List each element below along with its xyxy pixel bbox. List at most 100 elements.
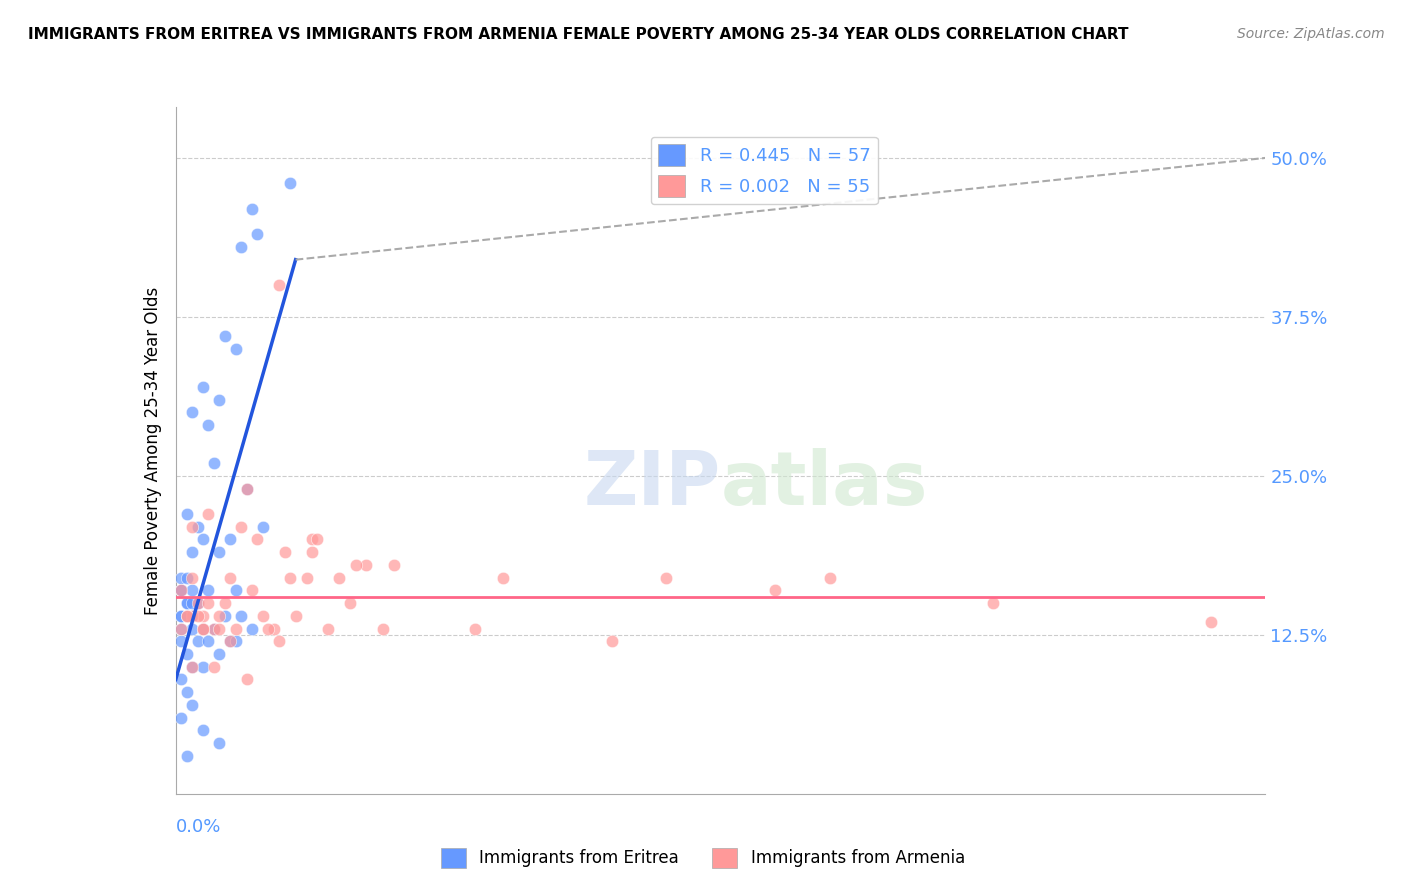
Point	[231, 608, 253, 623]
Point	[240, 622, 263, 636]
Text: IMMIGRANTS FROM ERITREA VS IMMIGRANTS FROM ARMENIA FEMALE POVERTY AMONG 25-34 YE: IMMIGRANTS FROM ERITREA VS IMMIGRANTS FR…	[28, 27, 1129, 42]
Point	[186, 596, 209, 610]
Point	[176, 608, 198, 623]
Legend: Immigrants from Eritrea, Immigrants from Armenia: Immigrants from Eritrea, Immigrants from…	[434, 841, 972, 875]
Point	[278, 177, 301, 191]
Point	[191, 723, 214, 738]
Point	[208, 736, 231, 750]
Point	[202, 456, 225, 470]
Point	[818, 571, 841, 585]
Point	[655, 571, 678, 585]
Point	[252, 608, 274, 623]
Point	[208, 392, 231, 407]
Point	[181, 596, 204, 610]
Point	[219, 571, 242, 585]
Point	[170, 571, 193, 585]
Point	[176, 507, 198, 521]
Point	[186, 608, 209, 623]
Point	[170, 622, 193, 636]
Text: 0.0%: 0.0%	[176, 818, 221, 836]
Point	[301, 533, 323, 547]
Point	[219, 634, 242, 648]
Point	[214, 596, 236, 610]
Point	[278, 571, 301, 585]
Point	[208, 608, 231, 623]
Point	[214, 608, 236, 623]
Point	[176, 596, 198, 610]
Point	[208, 647, 231, 661]
Point	[492, 571, 515, 585]
Point	[339, 596, 361, 610]
Point	[181, 698, 204, 712]
Point	[208, 545, 231, 559]
Y-axis label: Female Poverty Among 25-34 Year Olds: Female Poverty Among 25-34 Year Olds	[143, 286, 162, 615]
Point	[240, 583, 263, 598]
Point	[344, 558, 367, 572]
Point	[274, 545, 297, 559]
Point	[181, 405, 204, 419]
Point	[318, 622, 340, 636]
Point	[295, 571, 318, 585]
Point	[246, 227, 269, 242]
Point	[176, 748, 198, 763]
Point	[170, 583, 193, 598]
Point	[181, 545, 204, 559]
Point	[176, 608, 198, 623]
Point	[176, 596, 198, 610]
Point	[464, 622, 486, 636]
Point	[208, 622, 231, 636]
Point	[231, 520, 253, 534]
Point	[269, 634, 291, 648]
Point	[301, 545, 323, 559]
Point	[1199, 615, 1222, 630]
Point	[191, 622, 214, 636]
Point	[231, 240, 253, 254]
Point	[197, 583, 219, 598]
Point	[197, 417, 219, 432]
Point	[225, 622, 247, 636]
Point	[191, 622, 214, 636]
Point	[191, 622, 214, 636]
Point	[197, 596, 219, 610]
Point	[284, 608, 307, 623]
Point	[371, 622, 394, 636]
Point	[235, 482, 257, 496]
Legend: R = 0.445   N = 57, R = 0.002   N = 55: R = 0.445 N = 57, R = 0.002 N = 55	[651, 136, 877, 204]
Point	[181, 659, 204, 673]
Point	[191, 608, 214, 623]
Text: Source: ZipAtlas.com: Source: ZipAtlas.com	[1237, 27, 1385, 41]
Point	[181, 571, 204, 585]
Point	[356, 558, 378, 572]
Point	[176, 608, 198, 623]
Point	[186, 634, 209, 648]
Point	[219, 533, 242, 547]
Point	[191, 659, 214, 673]
Point	[197, 507, 219, 521]
Point	[263, 622, 285, 636]
Point	[219, 634, 242, 648]
Point	[252, 520, 274, 534]
Point	[240, 202, 263, 216]
Point	[763, 583, 786, 598]
Point	[235, 482, 257, 496]
Point	[170, 710, 193, 724]
Point	[186, 596, 209, 610]
Point	[328, 571, 350, 585]
Point	[181, 608, 204, 623]
Text: ZIP: ZIP	[583, 449, 721, 521]
Point	[202, 659, 225, 673]
Point	[225, 583, 247, 598]
Point	[170, 583, 193, 598]
Point	[186, 520, 209, 534]
Point	[191, 533, 214, 547]
Point	[197, 634, 219, 648]
Point	[181, 622, 204, 636]
Point	[176, 647, 198, 661]
Point	[307, 533, 329, 547]
Text: atlas: atlas	[721, 449, 928, 521]
Point	[181, 583, 204, 598]
Point	[382, 558, 405, 572]
Point	[176, 571, 198, 585]
Point	[202, 622, 225, 636]
Point	[181, 608, 204, 623]
